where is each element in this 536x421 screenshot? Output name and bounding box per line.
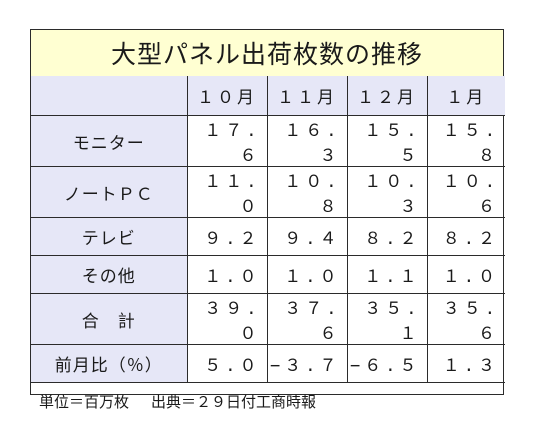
footer-note: 単位＝百万枚 出典＝２９日付工商時報 <box>31 382 505 419</box>
shipment-table: １０月 １１月 １２月 １月 モニター １７.６ １６.３ １５.５ １５.８ … <box>31 76 505 419</box>
shipment-table-panel: 大型パネル出荷枚数の推移 １０月 １１月 １２月 １月 モニター １７.６ １６… <box>30 29 505 419</box>
row-label: ノートＰＣ <box>31 166 188 218</box>
row-label: 前月比（％） <box>31 344 188 383</box>
value-cell: ３７.６ <box>266 293 348 345</box>
value-cell: ３９.０ <box>186 293 268 345</box>
value-cell: ３５.１ <box>346 293 428 345</box>
value-cell: １.０ <box>266 255 348 294</box>
value-cell: １５.８ <box>426 115 505 167</box>
month-header: １月 <box>426 76 505 116</box>
footer-row: 単位＝百万枚 出典＝２９日付工商時報 <box>31 382 505 419</box>
value-cell: ５.０ <box>186 344 268 383</box>
table-row: テレビ ９.２ ９.４ ８.２ ８.２ <box>31 217 505 256</box>
value-cell: １０.６ <box>426 166 505 218</box>
value-cell: １５.５ <box>346 115 428 167</box>
value-cell: １６.３ <box>266 115 348 167</box>
corner-cell <box>31 76 188 116</box>
value-cell: １０.３ <box>346 166 428 218</box>
month-header: １２月 <box>346 76 428 116</box>
table-row: モニター １７.６ １６.３ １５.５ １５.８ <box>31 115 505 167</box>
value-cell: １１.０ <box>186 166 268 218</box>
value-cell: １.０ <box>186 255 268 294</box>
unit-note: 単位＝百万枚 <box>39 392 130 411</box>
value-cell: １.３ <box>426 344 505 383</box>
source-note: 出典＝２９日付工商時報 <box>151 392 317 411</box>
table-title: 大型パネル出荷枚数の推移 <box>31 30 503 77</box>
row-label: テレビ <box>31 217 188 256</box>
row-label: 合 計 <box>31 293 188 345</box>
value-cell: ８.２ <box>426 217 505 256</box>
value-cell: １７.６ <box>186 115 268 167</box>
value-cell: −３.７ <box>266 344 348 383</box>
value-cell: ９.４ <box>266 217 348 256</box>
value-cell: １.０ <box>426 255 505 294</box>
table-row: その他 １.０ １.０ １.１ １.０ <box>31 255 505 294</box>
header-row: １０月 １１月 １２月 １月 <box>31 76 505 116</box>
table-row-change: 前月比（％） ５.０ −３.７ −６.５ １.３ <box>31 344 505 383</box>
value-cell: ９.２ <box>186 217 268 256</box>
month-header: １０月 <box>186 76 268 116</box>
value-cell: １０.８ <box>266 166 348 218</box>
row-label: その他 <box>31 255 188 294</box>
value-cell: ３５.６ <box>426 293 505 345</box>
month-header: １１月 <box>266 76 348 116</box>
row-label: モニター <box>31 115 188 167</box>
table-row: ノートＰＣ １１.０ １０.８ １０.３ １０.６ <box>31 166 505 218</box>
value-cell: −６.５ <box>346 344 428 383</box>
value-cell: ８.２ <box>346 217 428 256</box>
value-cell: １.１ <box>346 255 428 294</box>
table-row-total: 合 計 ３９.０ ３７.６ ３５.１ ３５.６ <box>31 293 505 345</box>
